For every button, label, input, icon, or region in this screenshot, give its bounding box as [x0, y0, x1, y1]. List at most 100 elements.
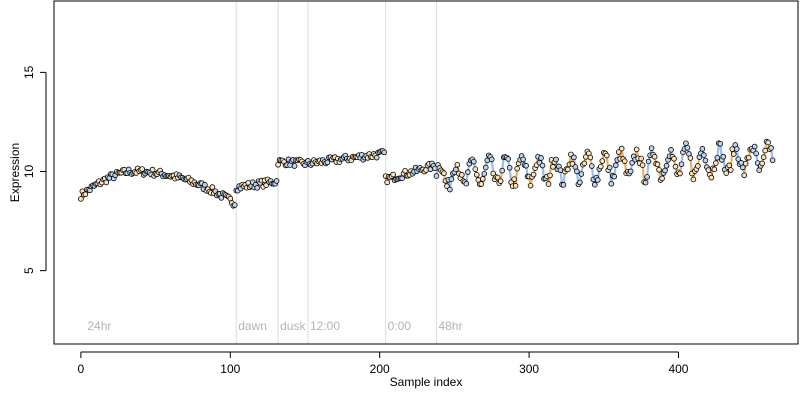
data-point [514, 165, 520, 172]
data-point [202, 182, 208, 188]
data-point [684, 144, 691, 151]
data-point [103, 179, 110, 186]
data-point [687, 155, 694, 161]
data-point [291, 163, 298, 169]
data-point [759, 160, 765, 167]
data-point [499, 167, 505, 174]
data-point [760, 154, 767, 161]
data-point [621, 158, 628, 164]
data-point [753, 150, 759, 157]
data-point [78, 196, 84, 202]
data-point [553, 156, 559, 163]
data-point [645, 158, 652, 165]
data-point [633, 146, 640, 153]
data-point [505, 156, 511, 162]
data-point [768, 145, 774, 151]
data-point [723, 170, 730, 176]
data-point [578, 171, 585, 177]
data-point [433, 173, 440, 179]
data-point [729, 146, 736, 152]
data-points [78, 138, 776, 209]
annotation-label: dusk [280, 319, 306, 333]
x-tick-label: 400 [668, 362, 688, 376]
data-point [512, 183, 519, 189]
data-point [738, 160, 745, 166]
data-point [473, 171, 480, 178]
data-point [463, 180, 470, 187]
data-point [381, 149, 387, 156]
data-point [627, 168, 634, 175]
x-tick-label: 200 [370, 362, 390, 376]
data-point [574, 168, 580, 175]
data-point [662, 167, 668, 174]
data-point [651, 153, 658, 160]
data-point [741, 172, 748, 179]
annotation-label: 24hr [87, 319, 111, 333]
y-tick-label: 5 [22, 267, 36, 274]
data-point [765, 139, 771, 146]
data-point [727, 167, 734, 173]
data-point [690, 176, 697, 183]
data-point [730, 151, 737, 157]
data-point [713, 160, 719, 166]
data-point [606, 164, 613, 171]
data-point [511, 176, 517, 182]
data-point [699, 146, 706, 152]
data-point [589, 163, 595, 169]
data-point [488, 156, 495, 163]
data-point [453, 166, 459, 173]
data-point [444, 183, 450, 189]
data-point [705, 167, 712, 173]
data-point [745, 154, 752, 161]
data-point [701, 152, 707, 158]
data-point [695, 163, 701, 169]
y-axis-label: Expression [8, 143, 22, 202]
data-point [494, 174, 501, 181]
data-point [683, 140, 689, 147]
data-point [273, 178, 280, 184]
data-point [479, 176, 486, 182]
data-point [399, 175, 405, 182]
data-point [539, 162, 546, 169]
data-point [769, 157, 776, 164]
data-point [441, 170, 447, 177]
data-point [751, 143, 758, 150]
data-point [447, 186, 453, 193]
annotation-label: 48hr [438, 319, 462, 333]
data-point [560, 182, 567, 188]
data-point [490, 170, 497, 177]
data-point [739, 164, 746, 171]
data-point [448, 176, 455, 182]
data-point [639, 162, 646, 168]
data-point [672, 163, 679, 170]
data-point [209, 184, 216, 190]
data-point [642, 179, 649, 186]
data-point [231, 202, 238, 208]
annotation-labels: 24hr dawn dusk 12:00 0:00 48hr [87, 319, 462, 333]
data-point [545, 181, 552, 187]
data-point [618, 145, 625, 152]
data-point [523, 162, 529, 169]
data-point [459, 172, 465, 178]
data-point [577, 179, 583, 186]
data-point [612, 162, 619, 169]
y-tick-label: 10 [22, 165, 36, 179]
y-axis: 5 10 15 [22, 65, 47, 274]
x-tick-label: 100 [220, 362, 240, 376]
data-point [149, 166, 156, 173]
data-point [654, 161, 661, 168]
data-point [481, 171, 488, 177]
data-point [708, 174, 715, 181]
data-point [547, 172, 553, 179]
x-tick-label: 0 [78, 362, 85, 376]
data-point [608, 180, 615, 187]
data-point [581, 160, 588, 167]
data-point [530, 171, 537, 178]
data-point [402, 167, 408, 174]
x-axis: 0 100 200 300 400 [78, 351, 689, 376]
data-point [218, 195, 225, 201]
data-point [656, 166, 662, 173]
data-point [472, 166, 479, 172]
annotation-label: 0:00 [388, 319, 412, 333]
data-point [478, 181, 485, 187]
